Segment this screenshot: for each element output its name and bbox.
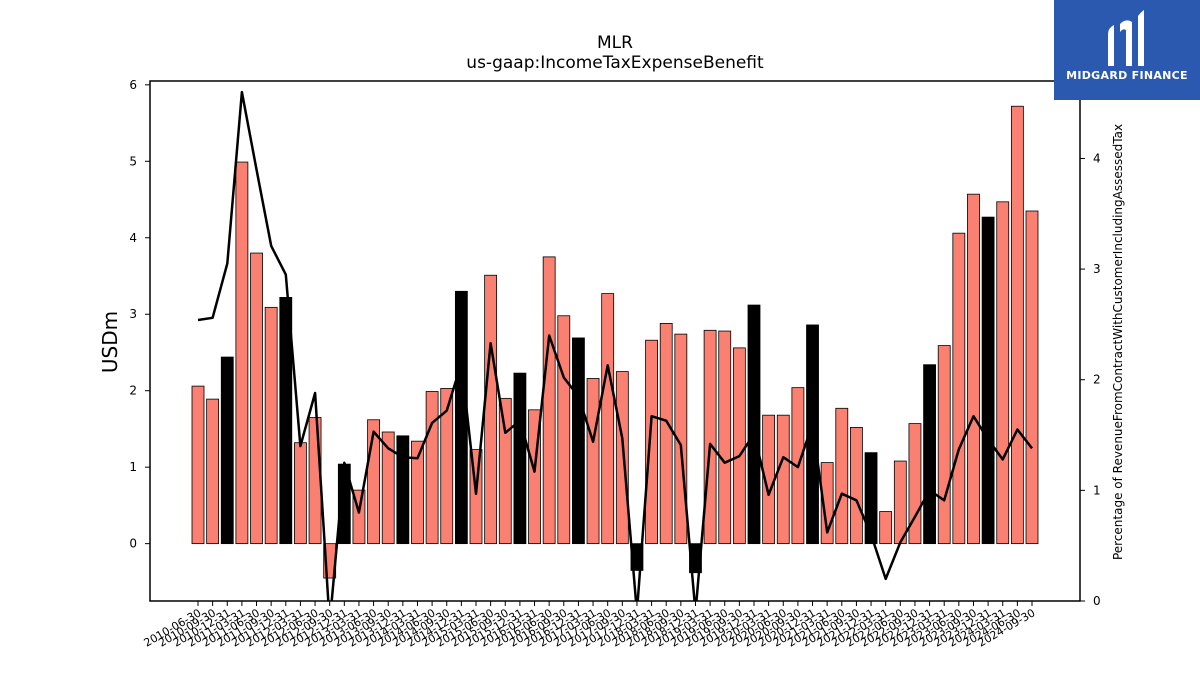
bar bbox=[893, 460, 907, 545]
bars-layer bbox=[191, 105, 1039, 579]
y-tick-label: 0 bbox=[129, 537, 137, 551]
y-tick-label: 1 bbox=[129, 460, 137, 474]
bar bbox=[264, 306, 278, 545]
bar bbox=[996, 201, 1010, 545]
bar bbox=[250, 252, 263, 545]
y2-tick-label: 4 bbox=[1093, 151, 1101, 165]
bar bbox=[411, 440, 424, 545]
percentage-line bbox=[197, 90, 1033, 601]
bar bbox=[235, 161, 249, 545]
plot-frame bbox=[149, 80, 1081, 602]
bar bbox=[425, 391, 439, 545]
midgard-logo-icon bbox=[1108, 10, 1144, 66]
bar bbox=[835, 407, 849, 545]
bar bbox=[484, 274, 498, 545]
bar bbox=[557, 315, 571, 545]
y-tick-label: 6 bbox=[129, 78, 137, 92]
brand-logo: MIDGARD FINANCE bbox=[1054, 0, 1200, 100]
bar bbox=[396, 435, 410, 545]
bar bbox=[601, 293, 615, 545]
chart-title: MLR bbox=[597, 33, 633, 53]
bar bbox=[279, 297, 293, 545]
bar bbox=[806, 324, 819, 545]
y2-tick-label: 3 bbox=[1093, 262, 1101, 276]
bar bbox=[469, 449, 483, 545]
bar bbox=[937, 345, 951, 545]
y2-tick-label: 1 bbox=[1093, 483, 1101, 497]
bar bbox=[542, 256, 556, 545]
bar bbox=[352, 489, 366, 545]
brand-name: MIDGARD FINANCE bbox=[1066, 69, 1188, 82]
bar bbox=[645, 339, 658, 545]
bar bbox=[220, 356, 234, 545]
bar bbox=[908, 423, 922, 545]
bar bbox=[367, 419, 380, 545]
axes-layer: 0123456012342010-06-302010-09-302010-12-… bbox=[129, 78, 1100, 650]
bar bbox=[703, 329, 717, 545]
y-axis-label: USDm bbox=[98, 311, 122, 373]
bar bbox=[308, 417, 322, 545]
bar bbox=[718, 330, 732, 545]
bar bbox=[879, 511, 893, 545]
bar bbox=[923, 364, 936, 545]
bar bbox=[674, 333, 688, 545]
bar bbox=[586, 378, 600, 545]
bar bbox=[981, 216, 995, 545]
bar bbox=[1010, 105, 1024, 545]
bar bbox=[381, 431, 395, 545]
bar bbox=[776, 414, 790, 545]
bar bbox=[630, 543, 644, 571]
bar bbox=[454, 290, 468, 545]
line-layer bbox=[197, 90, 1033, 601]
bar bbox=[1025, 210, 1039, 545]
bar bbox=[659, 323, 673, 545]
bar bbox=[689, 543, 702, 574]
y2-tick-label: 0 bbox=[1093, 594, 1101, 608]
y-tick-label: 5 bbox=[129, 154, 137, 168]
bar bbox=[747, 304, 761, 545]
bar bbox=[206, 398, 220, 545]
chart-subtitle: us-gaap:IncomeTaxExpenseBenefit bbox=[466, 53, 764, 73]
bar bbox=[513, 372, 527, 545]
y-tick-label: 4 bbox=[129, 231, 137, 245]
y2-axis-label: Percentage of RevenueFromContractWithCus… bbox=[1111, 124, 1125, 560]
bar bbox=[191, 385, 205, 545]
bar bbox=[294, 442, 307, 545]
bar bbox=[864, 452, 878, 545]
bar bbox=[820, 462, 834, 545]
bar bbox=[850, 427, 863, 545]
bar bbox=[572, 337, 585, 545]
y-tick-label: 3 bbox=[129, 307, 137, 321]
bar bbox=[615, 371, 629, 545]
bar bbox=[498, 397, 512, 545]
bar bbox=[440, 388, 454, 545]
bar bbox=[732, 347, 746, 545]
bar bbox=[528, 409, 541, 545]
bar bbox=[967, 193, 980, 545]
y-tick-label: 2 bbox=[129, 384, 137, 398]
y2-tick-label: 2 bbox=[1093, 373, 1101, 387]
bar bbox=[952, 232, 966, 545]
